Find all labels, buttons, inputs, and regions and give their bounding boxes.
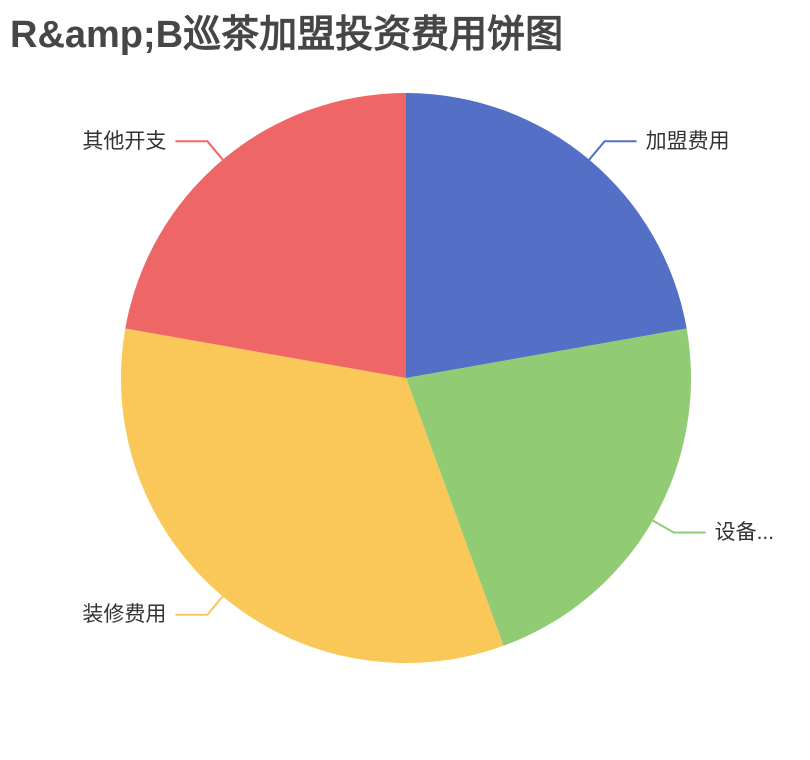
chart-title: R&amp;B巡茶加盟投资费用饼图: [10, 14, 564, 56]
slice-label-1: 设备...: [715, 521, 775, 544]
pie-slice-2[interactable]: [120, 328, 504, 664]
slice-label-2: 装修费用: [82, 603, 166, 626]
slice-label-3: 其他开支: [82, 130, 166, 153]
pie-slice-3[interactable]: [125, 92, 407, 378]
label-line-0: [588, 140, 637, 161]
label-line-1: [652, 519, 706, 534]
label-line-2: [175, 595, 224, 616]
label-line-3: [175, 140, 224, 161]
pie-slice-0[interactable]: [406, 92, 687, 378]
pie-slice-1[interactable]: [406, 328, 692, 646]
slice-label-0: 加盟费用: [646, 130, 730, 153]
